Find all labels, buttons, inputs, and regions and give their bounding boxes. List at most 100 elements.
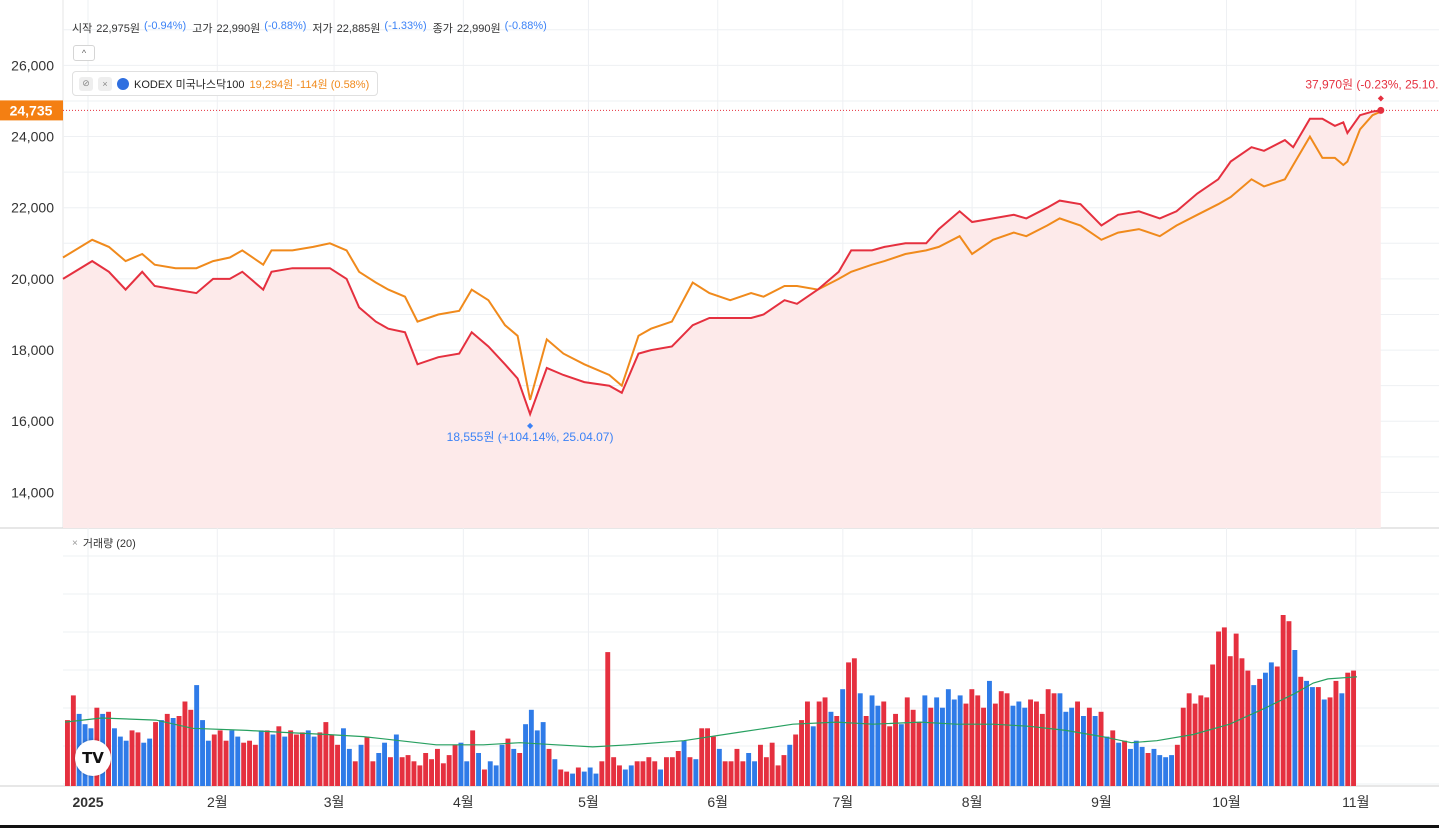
- volume-bar: [311, 736, 317, 786]
- compare-series-line: [62, 110, 1382, 401]
- volume-bar: [1204, 697, 1210, 786]
- close-icon[interactable]: ×: [98, 76, 112, 91]
- volume-bar: [599, 761, 605, 786]
- volume-bar: [693, 759, 699, 786]
- volume-bar: [1010, 705, 1016, 786]
- volume-bar: [869, 695, 875, 786]
- volume-bar: [881, 701, 887, 786]
- volume-bar: [587, 767, 593, 786]
- volume-bar: [558, 769, 564, 786]
- volume-bar: [446, 755, 452, 786]
- volume-bar: [722, 761, 728, 786]
- compare-symbol-legend[interactable]: ⊘ × KODEX 미국나스닥100 19,294원 -114원 (0.58%): [72, 71, 379, 96]
- volume-bar: [223, 740, 229, 786]
- volume-bar: [376, 753, 382, 786]
- volume-bar: [998, 691, 1004, 786]
- volume-bar: [305, 730, 311, 786]
- high-change: (-0.88%): [264, 20, 307, 32]
- volume-bar: [687, 757, 693, 786]
- volume-bar: [1280, 615, 1286, 786]
- tradingview-logo[interactable]: TV: [75, 740, 111, 776]
- volume-bar: [176, 716, 182, 786]
- volume-bar: [411, 761, 417, 786]
- x-tick-label: 2월: [207, 794, 228, 810]
- open-value: 22,975원: [96, 23, 141, 35]
- y-tick-label: 26,000: [11, 57, 54, 73]
- volume-bar: [822, 697, 828, 786]
- x-tick-label: 5월: [578, 794, 599, 810]
- volume-bar: [1321, 699, 1327, 786]
- volume-bar: [1004, 693, 1010, 786]
- volume-bar: [1157, 755, 1163, 786]
- volume-bar: [393, 734, 399, 786]
- volume-bar: [346, 748, 352, 786]
- volume-bar: [805, 701, 810, 786]
- volume-bar: [1098, 711, 1104, 786]
- volume-bar: [129, 730, 135, 786]
- price-area: [63, 110, 1381, 529]
- volume-bar: [1186, 693, 1192, 786]
- volume-bar: [940, 707, 945, 786]
- volume-bars: [64, 615, 1358, 786]
- ohlc-open: 시작 22,975원 (-0.94%): [72, 20, 186, 36]
- volume-bar: [1075, 701, 1080, 786]
- volume-bar: [669, 757, 675, 786]
- volume-bar: [299, 732, 305, 786]
- y-tick-label: 16,000: [11, 413, 54, 429]
- volume-close-icon[interactable]: ×: [72, 537, 78, 549]
- x-tick-label: 4월: [453, 794, 474, 810]
- price-lines: [62, 109, 1382, 418]
- volume-bar: [552, 759, 558, 786]
- volume-bar: [581, 771, 587, 786]
- y-tick-label: 18,000: [11, 342, 54, 358]
- volume-bar: [229, 730, 235, 786]
- volume-bar: [470, 730, 476, 786]
- current-price-tag: [0, 100, 63, 121]
- max-marker-pin: ◆: [1378, 93, 1385, 102]
- volume-bar: [188, 709, 194, 786]
- volume-bar: [1039, 713, 1045, 786]
- volume-bar: [828, 711, 834, 786]
- volume-bar: [1116, 742, 1122, 786]
- collapse-legend-button[interactable]: ^: [73, 45, 95, 61]
- volume-bar: [769, 742, 775, 786]
- volume-bar: [752, 761, 757, 786]
- volume-bar: [799, 720, 804, 786]
- volume-bar: [634, 761, 640, 786]
- volume-bar: [164, 713, 170, 786]
- volume-bar: [194, 685, 200, 786]
- volume-bar: [664, 757, 669, 786]
- volume-bar: [464, 761, 470, 786]
- volume-bar: [1092, 716, 1098, 786]
- volume-bar: [893, 713, 898, 786]
- volume-bar: [840, 689, 846, 786]
- volume-bar: [775, 765, 781, 786]
- volume-bar: [1192, 703, 1198, 786]
- hide-eye-icon[interactable]: ⊘: [79, 76, 93, 91]
- volume-bar: [546, 748, 552, 786]
- volume-bar: [640, 761, 646, 786]
- volume-bar: [1251, 685, 1257, 786]
- volume-bar: [205, 740, 211, 786]
- close-label: 종가: [432, 23, 453, 35]
- volume-bar: [652, 761, 658, 786]
- volume-bar: [1086, 707, 1092, 786]
- volume-bar: [65, 720, 70, 786]
- ohlc-summary: 시작 22,975원 (-0.94%) 고가 22,990원 (-0.88%) …: [72, 20, 549, 36]
- volume-bar: [981, 707, 986, 786]
- open-label: 시작: [72, 23, 93, 35]
- volume-bar: [1145, 753, 1151, 786]
- y-tick-label: 14,000: [11, 484, 54, 500]
- volume-bar: [1257, 678, 1263, 786]
- volume-bar: [329, 734, 335, 786]
- volume-bar: [1216, 631, 1221, 786]
- volume-bar: [969, 689, 975, 786]
- volume-bar: [505, 738, 511, 786]
- volume-bar: [117, 736, 123, 786]
- volume-bar: [352, 761, 358, 786]
- volume-bar: [528, 709, 534, 786]
- volume-bar: [916, 722, 922, 786]
- low-value: 22,885원: [336, 23, 381, 35]
